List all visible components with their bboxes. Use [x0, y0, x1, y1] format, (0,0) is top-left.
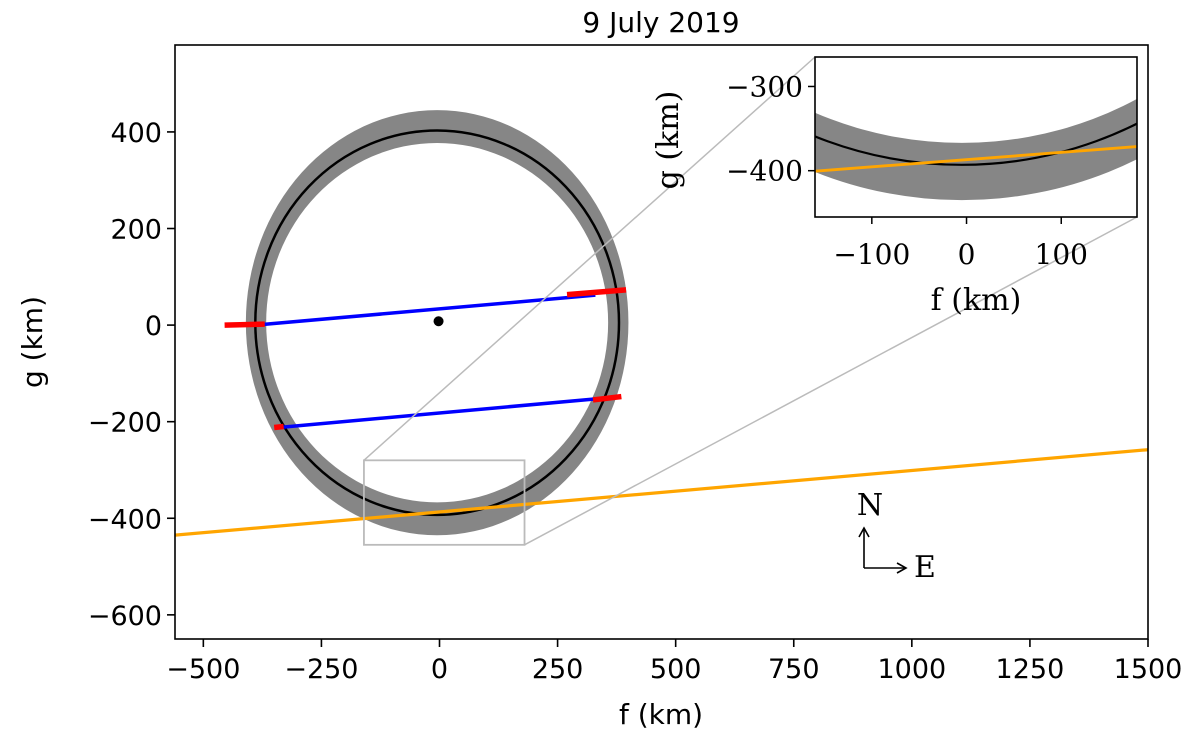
- zoom-connector-lines: [363, 56, 1138, 546]
- positive-chord: [255, 293, 596, 327]
- inset-y-axis-label: g (km): [651, 91, 686, 190]
- main-plot-marks: [175, 110, 1148, 546]
- north-arrow-head: [858, 526, 870, 538]
- y-tick-label: −600: [88, 601, 162, 632]
- inset-x-tick-label: 0: [958, 238, 976, 271]
- negative-chord: [175, 448, 1148, 537]
- compass-north-label: N: [857, 488, 883, 523]
- inset-frame: [814, 56, 1138, 218]
- x-tick-label: 1250: [996, 654, 1065, 685]
- x-axis-label: f (km): [619, 698, 703, 731]
- positive-chord: [278, 396, 601, 430]
- y-tick-label: 200: [110, 215, 162, 246]
- inset-axes: −100 0 100 −400 −300: [726, 70, 1088, 271]
- chord-error-bar: [592, 393, 622, 403]
- inset-y-tick-label: −300: [726, 70, 803, 103]
- zoom-connector-line: [363, 56, 816, 461]
- x-tick-label: 0: [431, 654, 448, 685]
- inset-x-axis-label: f (km): [931, 283, 1022, 318]
- chord-error-bar: [273, 423, 284, 431]
- main-plot-frame: [174, 44, 1149, 640]
- y-axis-label: g (km): [16, 296, 49, 388]
- inset-y-tick-label: −400: [726, 155, 803, 188]
- y-tick-label: −200: [88, 408, 162, 439]
- x-tick-label: 1500: [1114, 654, 1183, 685]
- x-tick-label: −500: [166, 654, 240, 685]
- compass: N E: [857, 488, 936, 585]
- inset-x-tick-label: −100: [833, 238, 910, 271]
- chord-error-bar: [224, 321, 265, 328]
- inset-plot-marks: [815, 57, 1137, 201]
- chart-title: 9 July 2019: [582, 6, 739, 39]
- y-tick-label: 400: [110, 118, 162, 149]
- east-arrow-head: [896, 562, 908, 574]
- y-tick-label: −400: [88, 504, 162, 535]
- x-tick-label: 500: [650, 654, 702, 685]
- inset-x-tick-label: 100: [1035, 238, 1088, 271]
- x-tick-label: 250: [532, 654, 584, 685]
- x-tick-label: 750: [768, 654, 820, 685]
- centre-point: [433, 316, 444, 327]
- compass-east-label: E: [914, 550, 936, 585]
- chord-error-bar: [566, 287, 627, 298]
- y-tick-label: 0: [145, 311, 162, 342]
- ellipse-fit: [815, 122, 1137, 166]
- zoom-connector-line: [524, 216, 1138, 546]
- zoom-box: [363, 459, 526, 546]
- main-axes: −500 −250 0 250 500 750 1000 1250 1500−600−400−2…: [88, 118, 1183, 685]
- x-tick-label: −250: [284, 654, 358, 685]
- x-tick-label: 1000: [877, 654, 946, 685]
